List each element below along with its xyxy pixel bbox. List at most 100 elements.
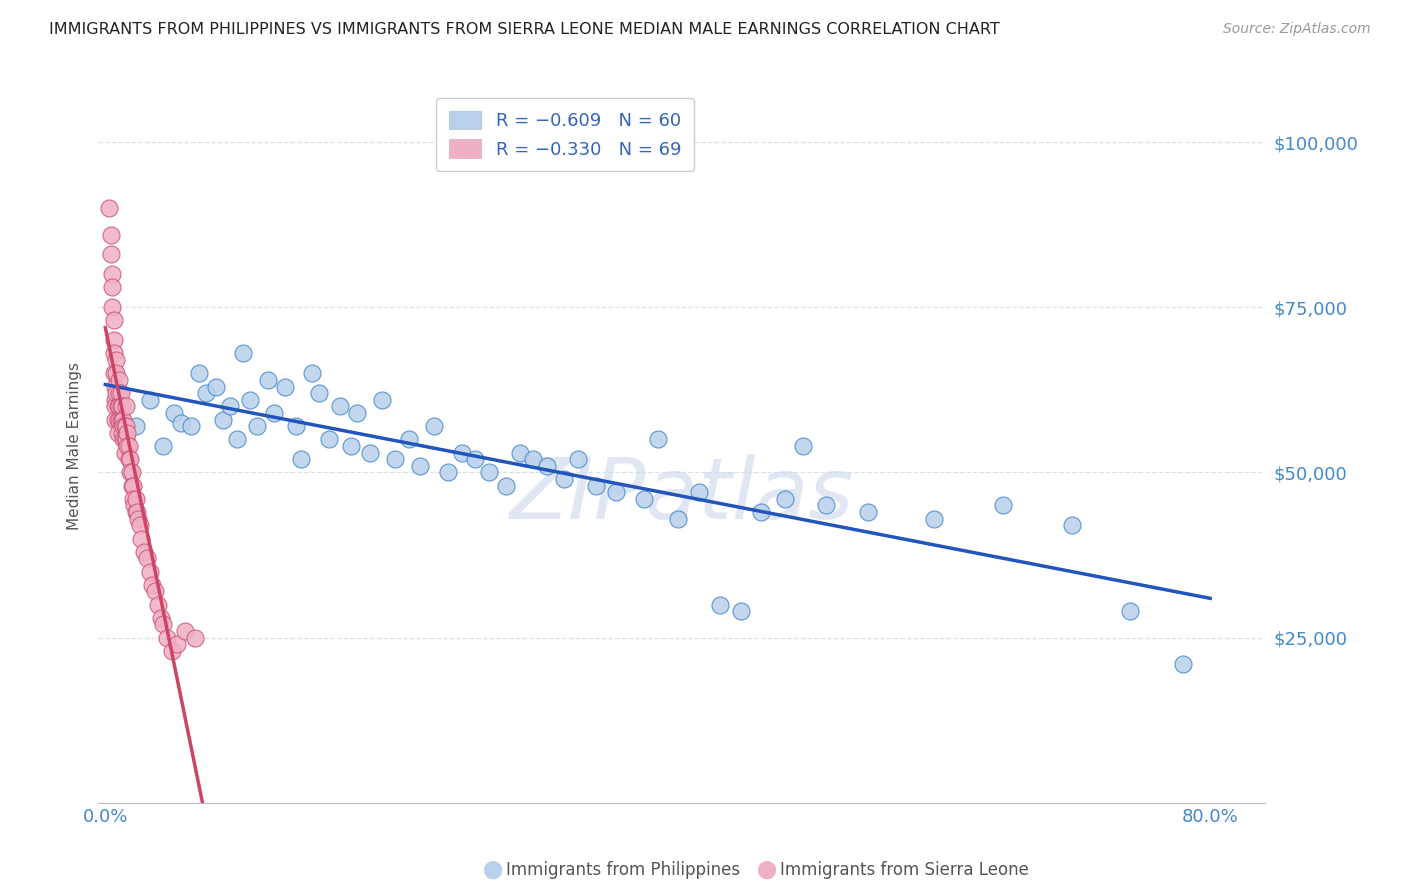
Point [301, 367, 323, 381]
Point [166, 637, 188, 651]
Point [647, 433, 669, 447]
Point [204, 379, 226, 393]
Point [138, 392, 160, 407]
Point [633, 491, 655, 506]
Point [103, 367, 125, 381]
Point [127, 505, 149, 519]
Point [117, 439, 139, 453]
Point [274, 379, 297, 393]
Point [160, 644, 183, 658]
Point [127, 511, 149, 525]
Point [100, 227, 122, 242]
Point [111, 400, 134, 414]
Point [143, 584, 166, 599]
Point [125, 505, 148, 519]
Point [536, 458, 558, 473]
Point [478, 466, 501, 480]
Point [141, 578, 163, 592]
Point [246, 419, 269, 434]
Point [174, 624, 197, 638]
Point [450, 445, 472, 459]
Point [146, 598, 169, 612]
Point [370, 392, 392, 407]
Point [688, 485, 710, 500]
Legend: R = −0.609   N = 60, R = −0.330   N = 69: R = −0.609 N = 60, R = −0.330 N = 69 [436, 98, 695, 171]
Point [107, 412, 129, 426]
Point [138, 565, 160, 579]
Point [120, 466, 142, 480]
Point [922, 511, 945, 525]
Point [218, 400, 240, 414]
Point [522, 452, 544, 467]
Point [114, 419, 136, 434]
Text: Source: ZipAtlas.com: Source: ZipAtlas.com [1223, 22, 1371, 37]
Point [117, 425, 139, 440]
Point [112, 433, 135, 447]
Point [509, 445, 531, 459]
Point [128, 518, 150, 533]
Y-axis label: Median Male Earnings: Median Male Earnings [67, 362, 83, 530]
Point [585, 478, 607, 492]
Point [104, 392, 127, 407]
Point [163, 406, 186, 420]
Point [105, 367, 128, 381]
Point [188, 367, 211, 381]
Point [115, 433, 138, 447]
Point [115, 400, 138, 414]
Point [104, 400, 127, 414]
Point [1171, 657, 1194, 671]
Point [308, 386, 330, 401]
Point [156, 631, 179, 645]
Point [605, 485, 627, 500]
Text: ⬤: ⬤ [756, 861, 776, 879]
Point [111, 425, 134, 440]
Point [340, 439, 363, 453]
Point [105, 386, 128, 401]
Point [730, 604, 752, 618]
Point [121, 478, 143, 492]
Point [1060, 518, 1083, 533]
Point [318, 433, 340, 447]
Point [384, 452, 406, 467]
Point [103, 333, 125, 347]
Point [184, 631, 207, 645]
Point [749, 505, 772, 519]
Point [668, 511, 690, 525]
Point [180, 419, 202, 434]
Point [170, 416, 193, 430]
Point [1119, 604, 1142, 618]
Point [98, 201, 121, 215]
Point [398, 433, 420, 447]
Point [107, 425, 129, 440]
Point [815, 499, 838, 513]
Text: Immigrants from Philippines: Immigrants from Philippines [506, 861, 741, 879]
Point [108, 386, 131, 401]
Point [110, 412, 132, 426]
Point [257, 373, 280, 387]
Point [567, 452, 589, 467]
Point [115, 419, 138, 434]
Point [122, 491, 145, 506]
Point [125, 419, 148, 434]
Point [290, 452, 312, 467]
Point [360, 445, 382, 459]
Point [124, 499, 146, 513]
Point [329, 400, 352, 414]
Point [104, 379, 127, 393]
Point [125, 491, 148, 506]
Point [263, 406, 285, 420]
Point [792, 439, 814, 453]
Point [773, 491, 796, 506]
Point [129, 532, 152, 546]
Point [225, 433, 247, 447]
Point [232, 346, 254, 360]
Point [553, 472, 575, 486]
Point [105, 353, 128, 368]
Point [101, 300, 124, 314]
Point [152, 439, 174, 453]
Point [110, 386, 132, 401]
Point [101, 267, 124, 281]
Point [121, 466, 143, 480]
Point [423, 419, 446, 434]
Point [100, 247, 122, 261]
